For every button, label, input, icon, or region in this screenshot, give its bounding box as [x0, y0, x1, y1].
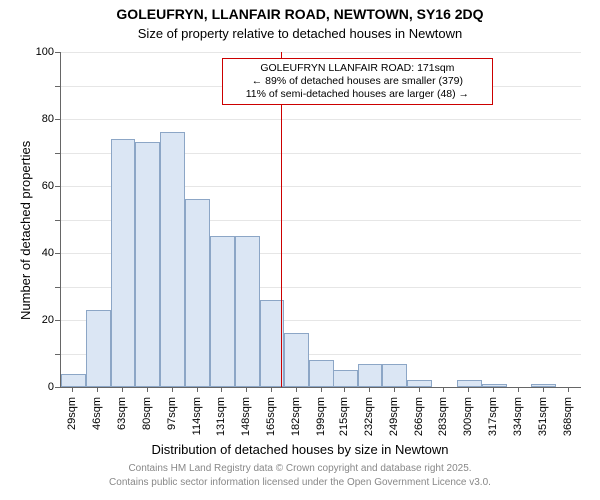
x-tick	[468, 387, 469, 392]
x-tick	[568, 387, 569, 392]
x-tick	[369, 387, 370, 392]
y-tick-label: 100	[24, 46, 54, 58]
x-tick	[419, 387, 420, 392]
x-tick-label: 97sqm	[166, 397, 178, 497]
x-tick-label: 131sqm	[215, 397, 227, 497]
annotation-box: GOLEUFRYN LLANFAIR ROAD: 171sqm← 89% of …	[222, 58, 492, 105]
x-tick	[221, 387, 222, 392]
y-tick	[55, 387, 60, 388]
x-tick	[518, 387, 519, 392]
x-tick-label: 215sqm	[338, 397, 350, 497]
x-tick	[344, 387, 345, 392]
x-tick-label: 165sqm	[265, 397, 277, 497]
x-tick	[97, 387, 98, 392]
x-tick-label: 46sqm	[91, 397, 103, 497]
y-tick	[55, 354, 60, 355]
annotation-line: 11% of semi-detached houses are larger (…	[227, 88, 487, 101]
gridline	[61, 52, 581, 53]
histogram-bar	[135, 142, 160, 387]
histogram-bar	[358, 364, 383, 387]
x-tick	[321, 387, 322, 392]
x-tick	[443, 387, 444, 392]
x-tick-label: 283sqm	[437, 397, 449, 497]
x-tick-label: 334sqm	[512, 397, 524, 497]
y-tick	[55, 86, 60, 87]
y-tick-label: 20	[24, 314, 54, 326]
x-tick-label: 351sqm	[537, 397, 549, 497]
x-tick-label: 80sqm	[141, 397, 153, 497]
x-tick-label: 182sqm	[290, 397, 302, 497]
chart-title: GOLEUFRYN, LLANFAIR ROAD, NEWTOWN, SY16 …	[0, 6, 600, 22]
x-tick-label: 63sqm	[116, 397, 128, 497]
histogram-bar	[111, 139, 136, 387]
x-tick-label: 148sqm	[240, 397, 252, 497]
x-tick	[122, 387, 123, 392]
x-tick	[543, 387, 544, 392]
y-tick	[55, 220, 60, 221]
chart-subtitle: Size of property relative to detached ho…	[0, 26, 600, 41]
histogram-bar	[309, 360, 334, 387]
histogram-bar	[61, 374, 86, 387]
x-tick-label: 232sqm	[363, 397, 375, 497]
histogram-bar	[457, 380, 482, 387]
y-tick	[55, 186, 60, 187]
x-tick	[147, 387, 148, 392]
y-tick-label: 0	[24, 381, 54, 393]
y-tick-label: 60	[24, 180, 54, 192]
x-tick-label: 300sqm	[462, 397, 474, 497]
plot-area: GOLEUFRYN LLANFAIR ROAD: 171sqm← 89% of …	[60, 52, 581, 388]
histogram-bar	[333, 370, 358, 387]
y-tick	[55, 320, 60, 321]
x-tick	[246, 387, 247, 392]
y-tick	[55, 119, 60, 120]
annotation-line: ← 89% of detached houses are smaller (37…	[227, 75, 487, 88]
x-tick-label: 29sqm	[66, 397, 78, 497]
gridline	[61, 119, 581, 120]
histogram-bar	[382, 364, 407, 387]
chart-container: GOLEUFRYN, LLANFAIR ROAD, NEWTOWN, SY16 …	[0, 0, 600, 500]
y-axis-label: Number of detached properties	[18, 140, 33, 319]
histogram-bar	[284, 333, 309, 387]
y-tick	[55, 287, 60, 288]
x-tick-label: 368sqm	[562, 397, 574, 497]
x-tick	[296, 387, 297, 392]
x-tick	[197, 387, 198, 392]
y-tick	[55, 153, 60, 154]
histogram-bar	[185, 199, 210, 387]
histogram-bar	[482, 384, 507, 387]
y-tick-label: 80	[24, 113, 54, 125]
x-tick-label: 266sqm	[413, 397, 425, 497]
x-tick	[172, 387, 173, 392]
y-tick-label: 40	[24, 247, 54, 259]
x-tick-label: 114sqm	[191, 397, 203, 497]
x-tick	[271, 387, 272, 392]
x-tick	[72, 387, 73, 392]
x-tick-label: 317sqm	[487, 397, 499, 497]
histogram-bar	[407, 380, 432, 387]
histogram-bar	[86, 310, 111, 387]
x-tick-label: 249sqm	[388, 397, 400, 497]
annotation-line: GOLEUFRYN LLANFAIR ROAD: 171sqm	[227, 62, 487, 75]
y-tick	[55, 253, 60, 254]
x-tick	[493, 387, 494, 392]
x-tick	[394, 387, 395, 392]
x-tick-label: 199sqm	[315, 397, 327, 497]
y-tick	[55, 52, 60, 53]
histogram-bar	[210, 236, 235, 387]
histogram-bar	[235, 236, 260, 387]
histogram-bar	[160, 132, 185, 387]
